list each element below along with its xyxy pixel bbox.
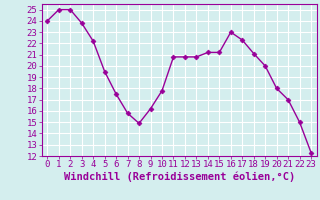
- X-axis label: Windchill (Refroidissement éolien,°C): Windchill (Refroidissement éolien,°C): [64, 172, 295, 182]
